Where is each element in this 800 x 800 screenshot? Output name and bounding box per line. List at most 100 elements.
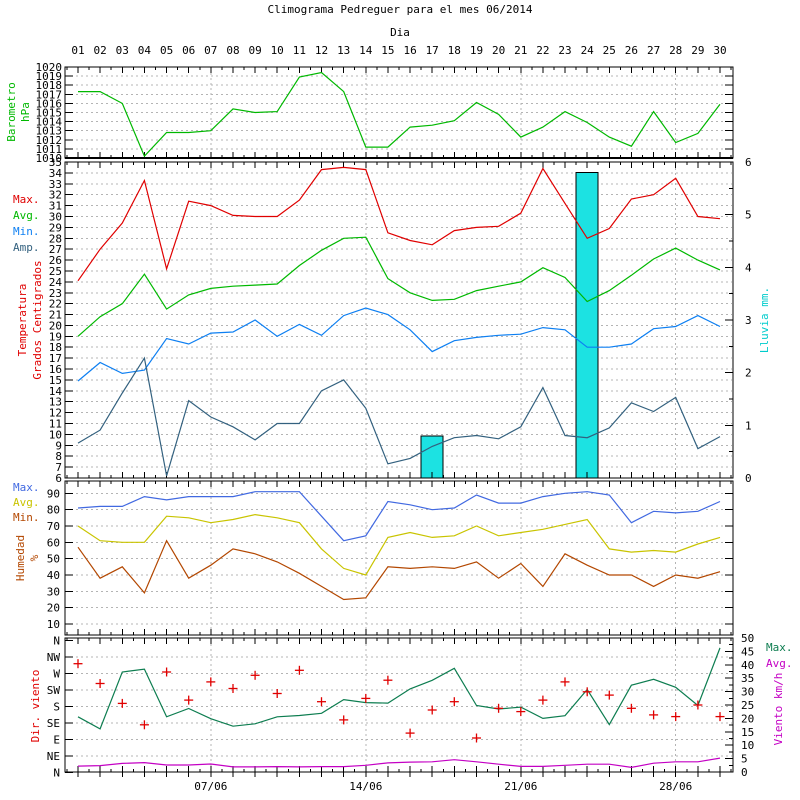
temp-ytick-label: 6 bbox=[55, 472, 62, 485]
rain-ytick-label: 0 bbox=[745, 472, 752, 485]
hum-min-line bbox=[77, 539, 721, 601]
hum-ytick-label: 60 bbox=[47, 536, 60, 549]
temp-max-line bbox=[77, 166, 721, 282]
baro-ytick-label: 1015 bbox=[36, 107, 63, 120]
temp-ytick-label: 21 bbox=[49, 309, 62, 322]
wind-speed-tick-label: 45 bbox=[741, 645, 754, 658]
baro-ytick-label: 1016 bbox=[36, 97, 63, 110]
temp-ytick-label: 23 bbox=[49, 287, 62, 300]
baro-ytick-label: 1013 bbox=[36, 125, 63, 138]
temp-axis-label-line2: Grados Centigrados bbox=[31, 260, 44, 380]
hum-ytick-label: 40 bbox=[47, 569, 60, 582]
baro-ytick-label: 1018 bbox=[36, 79, 63, 92]
temp-ytick-label: 32 bbox=[49, 189, 62, 202]
temp-ytick-label: 22 bbox=[49, 298, 62, 311]
temp-ytick-label: 9 bbox=[55, 439, 62, 452]
day-label: 14 bbox=[359, 44, 373, 57]
wind-dir-tick-label: NE bbox=[47, 750, 60, 763]
day-label: 11 bbox=[293, 44, 306, 57]
day-label: 22 bbox=[536, 44, 549, 57]
wind-dir-tick-label: N bbox=[53, 767, 60, 780]
temp-ytick-label: 33 bbox=[49, 178, 62, 191]
temp-ytick-label: 20 bbox=[49, 319, 62, 332]
day-label: 04 bbox=[138, 44, 152, 57]
day-label: 20 bbox=[492, 44, 505, 57]
day-label: 19 bbox=[470, 44, 483, 57]
hum-ytick-label: 50 bbox=[47, 553, 60, 566]
rain-bar-day17 bbox=[420, 435, 444, 479]
humidity-legend-avg: Avg. bbox=[13, 496, 40, 509]
day-label: 02 bbox=[93, 44, 106, 57]
wind-speed-tick-label: 15 bbox=[741, 726, 754, 739]
humidity-axis-label-line1: Humedad bbox=[14, 534, 27, 582]
temp-ytick-label: 18 bbox=[49, 341, 62, 354]
date-label: 07/06 bbox=[194, 780, 227, 793]
temp-min-line bbox=[77, 307, 721, 382]
wind-speed-tick-label: 50 bbox=[741, 632, 754, 645]
day-label: 06 bbox=[182, 44, 195, 57]
temp-ytick-label: 27 bbox=[49, 243, 62, 256]
day-label: 13 bbox=[337, 44, 350, 57]
rain-ytick-label: 1 bbox=[745, 419, 752, 432]
wind-speed-tick-label: 20 bbox=[741, 712, 754, 725]
temp-ytick-label: 26 bbox=[49, 254, 62, 267]
chart-title: Climograma Pedreguer para el mes 06/2014 bbox=[267, 3, 533, 16]
rain-axis-label: Lluvia mm. bbox=[758, 286, 771, 354]
rain-ytick-label: 5 bbox=[745, 209, 752, 222]
temp-ytick-label: 17 bbox=[49, 352, 62, 365]
wind-speed-tick-label: 25 bbox=[741, 699, 754, 712]
wind-speed-tick-label: 30 bbox=[741, 686, 754, 699]
wind-speed-tick-label: 10 bbox=[741, 739, 754, 752]
wind-dir-tick-label: NW bbox=[47, 651, 61, 664]
temp-ytick-label: 25 bbox=[49, 265, 62, 278]
wind-speed-tick-label: 0 bbox=[741, 766, 748, 779]
wind-dir-axis-label: Dir. viento bbox=[29, 669, 42, 743]
temp-amp-line bbox=[77, 356, 721, 476]
humidity-legend-max: Max. bbox=[13, 481, 40, 494]
day-label: 21 bbox=[514, 44, 527, 57]
rain-ytick-label: 6 bbox=[745, 156, 752, 169]
barometer-axis-label-line2: hPa bbox=[19, 102, 32, 122]
day-label: 10 bbox=[271, 44, 284, 57]
day-label: 08 bbox=[226, 44, 239, 57]
hum-ytick-label: 70 bbox=[47, 520, 60, 533]
temp-ytick-label: 14 bbox=[49, 385, 63, 398]
temp-ytick-label: 31 bbox=[49, 200, 62, 213]
hum-ytick-label: 20 bbox=[47, 602, 60, 615]
rain-bar-day24 bbox=[575, 172, 599, 479]
temp-ytick-label: 16 bbox=[49, 363, 62, 376]
temp-ytick-label: 8 bbox=[55, 450, 62, 463]
wind-speed-axis-label: Viento km/h bbox=[772, 672, 785, 746]
day-label: 07 bbox=[204, 44, 217, 57]
temp-ytick-label: 12 bbox=[49, 407, 62, 420]
date-label: 14/06 bbox=[349, 780, 382, 793]
temp-ytick-label: 34 bbox=[49, 167, 63, 180]
day-label: 17 bbox=[426, 44, 439, 57]
baro-ytick-label: 1019 bbox=[36, 70, 63, 83]
temp-ytick-label: 15 bbox=[49, 374, 62, 387]
hum-max-line bbox=[77, 491, 721, 542]
day-label: 30 bbox=[713, 44, 726, 57]
day-label: 12 bbox=[315, 44, 328, 57]
wind-avg-line bbox=[77, 757, 721, 769]
day-label: 27 bbox=[647, 44, 660, 57]
wind-legend-max: Max. bbox=[766, 641, 793, 654]
temp-ytick-label: 13 bbox=[49, 396, 62, 409]
day-label: 05 bbox=[160, 44, 173, 57]
wind-dir-tick-label: E bbox=[53, 734, 60, 747]
hum-ytick-label: 90 bbox=[47, 487, 60, 500]
baro-ytick-label: 1012 bbox=[36, 134, 63, 147]
baro-ytick-label: 1011 bbox=[36, 143, 63, 156]
day-label: 18 bbox=[448, 44, 461, 57]
wind-dir-tick-label: W bbox=[53, 668, 60, 681]
day-label: 01 bbox=[71, 44, 84, 57]
baro-ytick-label: 1010 bbox=[36, 152, 63, 165]
hum-ytick-label: 30 bbox=[47, 585, 60, 598]
x-axis-title: Dia bbox=[390, 26, 410, 39]
temp-ytick-label: 29 bbox=[49, 221, 62, 234]
temp-ytick-label: 11 bbox=[49, 418, 62, 431]
barometer-axis-label-line1: Barometro bbox=[5, 82, 18, 142]
day-label: 24 bbox=[581, 44, 595, 57]
